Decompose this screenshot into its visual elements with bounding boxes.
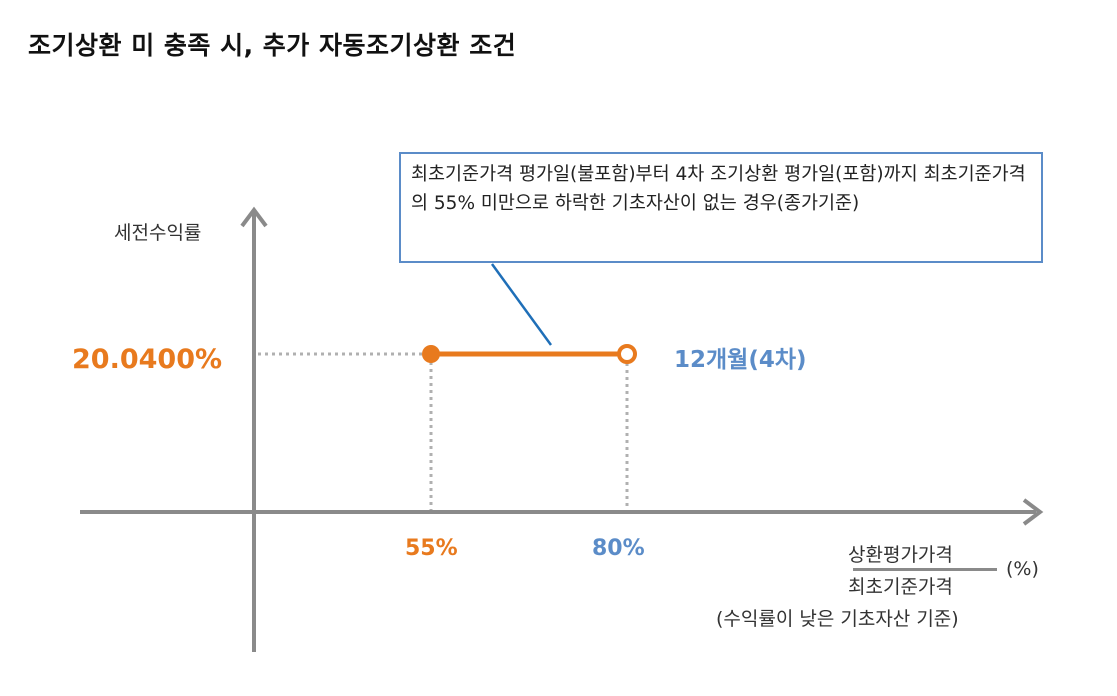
- tick-label-55: 55%: [405, 536, 458, 561]
- x-label-note: (수익률이 낮은 기초자산 기준): [716, 608, 959, 630]
- y-axis-arrow-icon: [240, 206, 268, 228]
- diagram-title: 조기상환 미 충족 시, 추가 자동조기상환 조건: [28, 31, 517, 60]
- tick-label-80: 80%: [592, 536, 645, 561]
- y-axis-label: 세전수익률: [114, 222, 202, 244]
- condition-callout: 최초기준가격 평가일(불포함)부터 4차 조기상환 평가일(포함)까지 최초기준…: [399, 152, 1043, 263]
- callout-text: 최초기준가격 평가일(불포함)부터 4차 조기상환 평가일(포함)까지 최초기준…: [411, 164, 1026, 214]
- x-label-unit: (%): [1006, 558, 1039, 580]
- fraction-bar: [853, 568, 997, 571]
- yield-value: 20.0400%: [72, 344, 223, 375]
- series-label: 12개월(4차): [674, 347, 807, 373]
- x-axis-arrow-icon: [1022, 498, 1044, 526]
- callout-connector: [490, 263, 553, 346]
- filled-marker-icon: [422, 345, 440, 363]
- x-label-numerator: 상환평가가격: [848, 544, 953, 566]
- x-label-denominator: 최초기준가격: [848, 576, 953, 598]
- hollow-marker-icon: [617, 344, 637, 364]
